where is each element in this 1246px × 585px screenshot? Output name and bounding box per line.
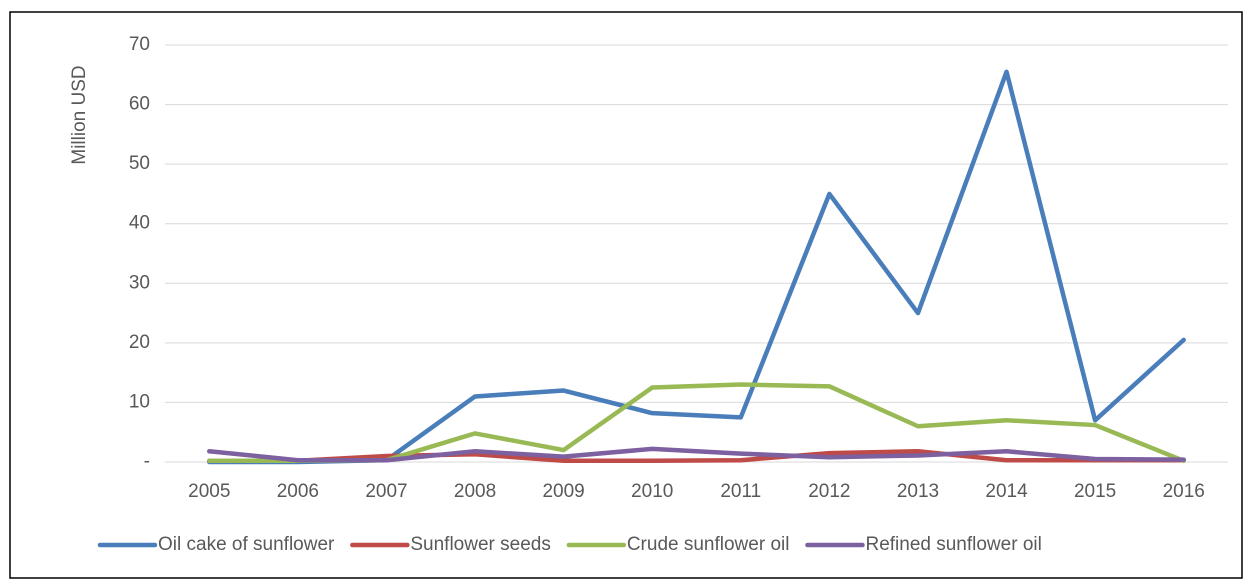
x-tick-label: 2013 bbox=[897, 481, 939, 502]
series-line bbox=[207, 446, 1186, 463]
legend-label: Crude sunflower oil bbox=[627, 534, 790, 555]
y-tick-label: 50 bbox=[129, 153, 150, 174]
series-line bbox=[207, 449, 1186, 464]
x-tick-label: 2014 bbox=[985, 481, 1028, 502]
x-tick-label: 2015 bbox=[1074, 481, 1116, 502]
y-tick-label: - bbox=[144, 451, 150, 472]
legend-label: Refined sunflower oil bbox=[865, 534, 1041, 555]
x-tick-label: 2010 bbox=[631, 481, 673, 502]
x-tick-label: 2006 bbox=[277, 481, 319, 502]
x-tick-label: 2009 bbox=[542, 481, 584, 502]
y-tick-label: 70 bbox=[129, 34, 150, 55]
x-tick-label: 2011 bbox=[720, 481, 761, 502]
x-tick-label: 2005 bbox=[188, 481, 230, 502]
y-tick-label: 20 bbox=[129, 332, 150, 353]
y-tick-label: 60 bbox=[129, 94, 150, 115]
chart-frame bbox=[9, 11, 1243, 579]
y-tick-label: 10 bbox=[129, 391, 150, 412]
legend-label: Oil cake of sunflower bbox=[158, 534, 335, 555]
x-tick-label: 2016 bbox=[1163, 481, 1205, 502]
legend-label: Sunflower seeds bbox=[410, 534, 550, 555]
x-tick-label: 2007 bbox=[365, 481, 407, 502]
x-tick-label: 2008 bbox=[454, 481, 496, 502]
y-tick-label: 30 bbox=[129, 272, 150, 293]
y-tick-label: 40 bbox=[129, 213, 150, 234]
x-tick-label: 2012 bbox=[808, 481, 850, 502]
y-axis-label: Million USD bbox=[69, 65, 90, 164]
